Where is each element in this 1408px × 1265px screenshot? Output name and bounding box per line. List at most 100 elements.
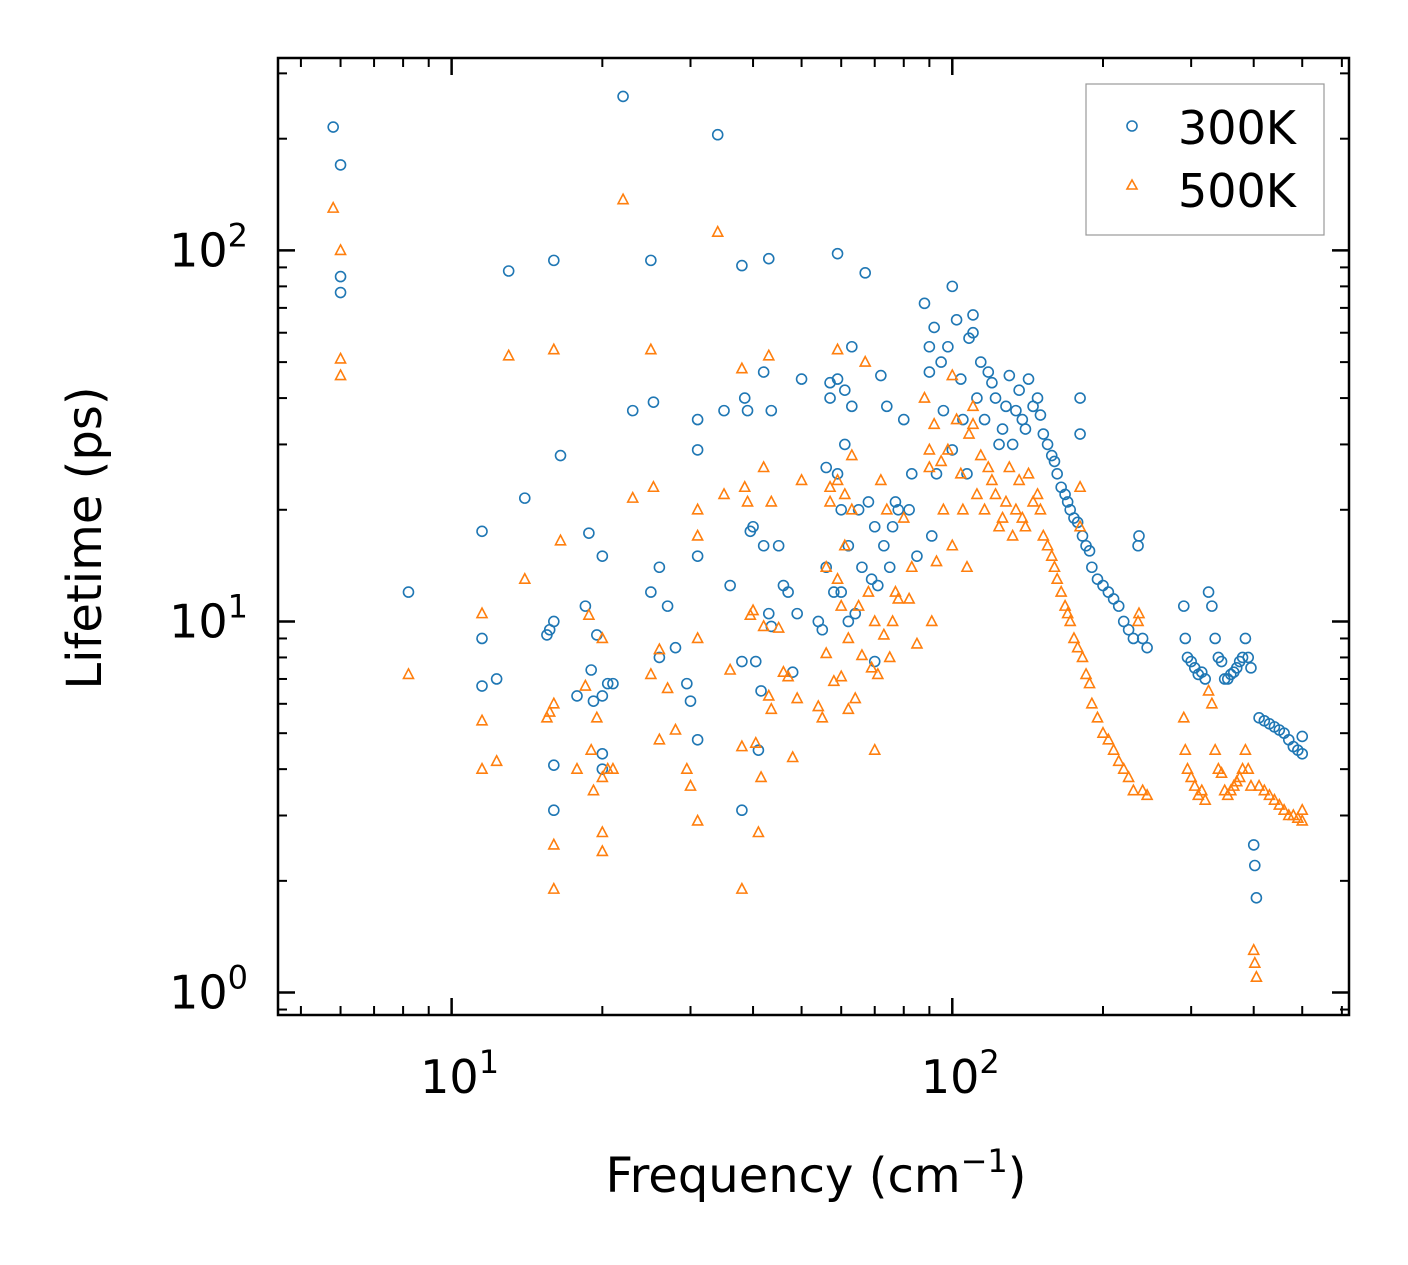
data-point-300K bbox=[1074, 428, 1086, 440]
data-point-500K bbox=[547, 837, 561, 850]
data-point-300K bbox=[982, 366, 995, 378]
data-point-300K bbox=[571, 690, 583, 702]
data-point-300K bbox=[872, 579, 884, 592]
data-point-300K bbox=[601, 677, 614, 690]
data-point-500K bbox=[954, 466, 968, 479]
data-point-500K bbox=[1054, 584, 1068, 597]
data-point-300K bbox=[946, 444, 959, 456]
data-point-300K bbox=[795, 373, 808, 385]
data-point-300K bbox=[762, 607, 775, 620]
data-point-300K bbox=[846, 340, 858, 353]
data-point-500K bbox=[842, 702, 855, 715]
data-point-300K bbox=[548, 759, 560, 771]
data-point-500K bbox=[891, 591, 905, 604]
x-tick-label: 102 bbox=[921, 1043, 1000, 1104]
data-point-300K bbox=[831, 247, 844, 260]
data-point-500K bbox=[858, 354, 872, 367]
data-point-500K bbox=[626, 490, 640, 503]
data-point-300K bbox=[1236, 651, 1249, 664]
data-point-500K bbox=[596, 770, 609, 783]
data-point-500K bbox=[786, 750, 800, 763]
data-point-300K bbox=[772, 539, 785, 552]
ticks-layer: 101 102 100 101 102 bbox=[169, 58, 1349, 1104]
legend-label-300K: 300K bbox=[1178, 101, 1298, 155]
data-point-500K bbox=[848, 691, 862, 704]
data-point-300K bbox=[1296, 747, 1309, 760]
data-point-500K bbox=[1061, 606, 1074, 619]
data-point-300K bbox=[1074, 392, 1086, 404]
data-point-300K bbox=[946, 280, 959, 293]
data-point-500K bbox=[834, 598, 848, 611]
data-point-300K bbox=[842, 539, 855, 552]
data-point-500K bbox=[587, 783, 600, 796]
data-point-300K bbox=[903, 503, 915, 516]
data-point-500K bbox=[1252, 778, 1266, 791]
data-point-300K bbox=[831, 373, 844, 385]
data-point-300K bbox=[691, 550, 704, 562]
x-axis-label: Frequency (cm−1) bbox=[605, 1142, 1026, 1204]
data-point-300K bbox=[518, 492, 531, 504]
data-point-300K bbox=[1031, 392, 1044, 404]
data-point-500K bbox=[941, 442, 955, 455]
data-point-300K bbox=[647, 396, 660, 408]
data-point-500K bbox=[1107, 742, 1120, 755]
y-axis-label: Lifetime (ps) bbox=[57, 386, 113, 689]
data-point-500K bbox=[838, 487, 852, 500]
data-point-300K bbox=[950, 314, 963, 326]
data-point-500K bbox=[1079, 667, 1093, 680]
data-point-300K bbox=[476, 680, 488, 692]
data-point-300K bbox=[684, 695, 697, 707]
data-point-300K bbox=[596, 550, 609, 562]
data-point-300K bbox=[738, 392, 751, 404]
data-point-300K bbox=[937, 404, 950, 417]
data-point-300K bbox=[1230, 662, 1243, 674]
data-point-300K bbox=[1296, 730, 1309, 743]
data-point-500K bbox=[937, 502, 950, 515]
data-point-300K bbox=[925, 530, 938, 542]
data-point-500K bbox=[764, 494, 778, 507]
data-point-300K bbox=[928, 321, 940, 334]
data-point-500K bbox=[1241, 761, 1255, 774]
data-point-500K bbox=[653, 732, 666, 745]
data-point-300K bbox=[334, 159, 347, 171]
data-point-500K bbox=[923, 460, 936, 473]
data-point-300K bbox=[1177, 600, 1190, 612]
data-point-300K bbox=[905, 468, 918, 480]
data-point-500K bbox=[1009, 502, 1023, 515]
data-point-500K bbox=[1184, 770, 1198, 783]
data-point-300K bbox=[587, 695, 600, 707]
data-point-500K bbox=[1250, 969, 1263, 982]
data-point-500K bbox=[989, 487, 1002, 500]
data-point-500K bbox=[669, 722, 682, 735]
data-point-500K bbox=[845, 502, 859, 515]
data-point-300K bbox=[548, 615, 560, 628]
data-point-300K bbox=[1059, 488, 1071, 501]
data-point-500K bbox=[974, 448, 988, 461]
data-point-500K bbox=[711, 224, 725, 237]
data-point-500K bbox=[1244, 778, 1258, 791]
data-point-500K bbox=[1071, 640, 1084, 653]
data-point-500K bbox=[1263, 788, 1276, 801]
data-point-300K bbox=[579, 600, 592, 612]
data-point-300K bbox=[1045, 449, 1058, 462]
data-point-500K bbox=[1122, 770, 1135, 783]
legend-marker-500K bbox=[1125, 178, 1139, 190]
data-point-300K bbox=[476, 632, 488, 645]
data-point-300K bbox=[1016, 413, 1029, 426]
data-point-300K bbox=[859, 267, 872, 279]
data-point-500K bbox=[1041, 538, 1054, 551]
data-point-500K bbox=[334, 368, 347, 381]
data-point-500K bbox=[691, 528, 704, 541]
data-point-300K bbox=[765, 404, 778, 417]
data-point-300K bbox=[993, 438, 1005, 451]
data-point-500K bbox=[1022, 466, 1035, 479]
data-point-500K bbox=[1058, 598, 1072, 611]
data-point-300K bbox=[1083, 545, 1096, 557]
data-point-300K bbox=[839, 438, 851, 451]
data-point-500K bbox=[1048, 560, 1061, 573]
data-point-300K bbox=[554, 449, 567, 462]
data-point-300K bbox=[1250, 892, 1263, 904]
data-point-300K bbox=[1136, 632, 1149, 645]
data-point-300K bbox=[1132, 539, 1144, 552]
x-axis-label-superscript: −1 bbox=[961, 1142, 1008, 1180]
